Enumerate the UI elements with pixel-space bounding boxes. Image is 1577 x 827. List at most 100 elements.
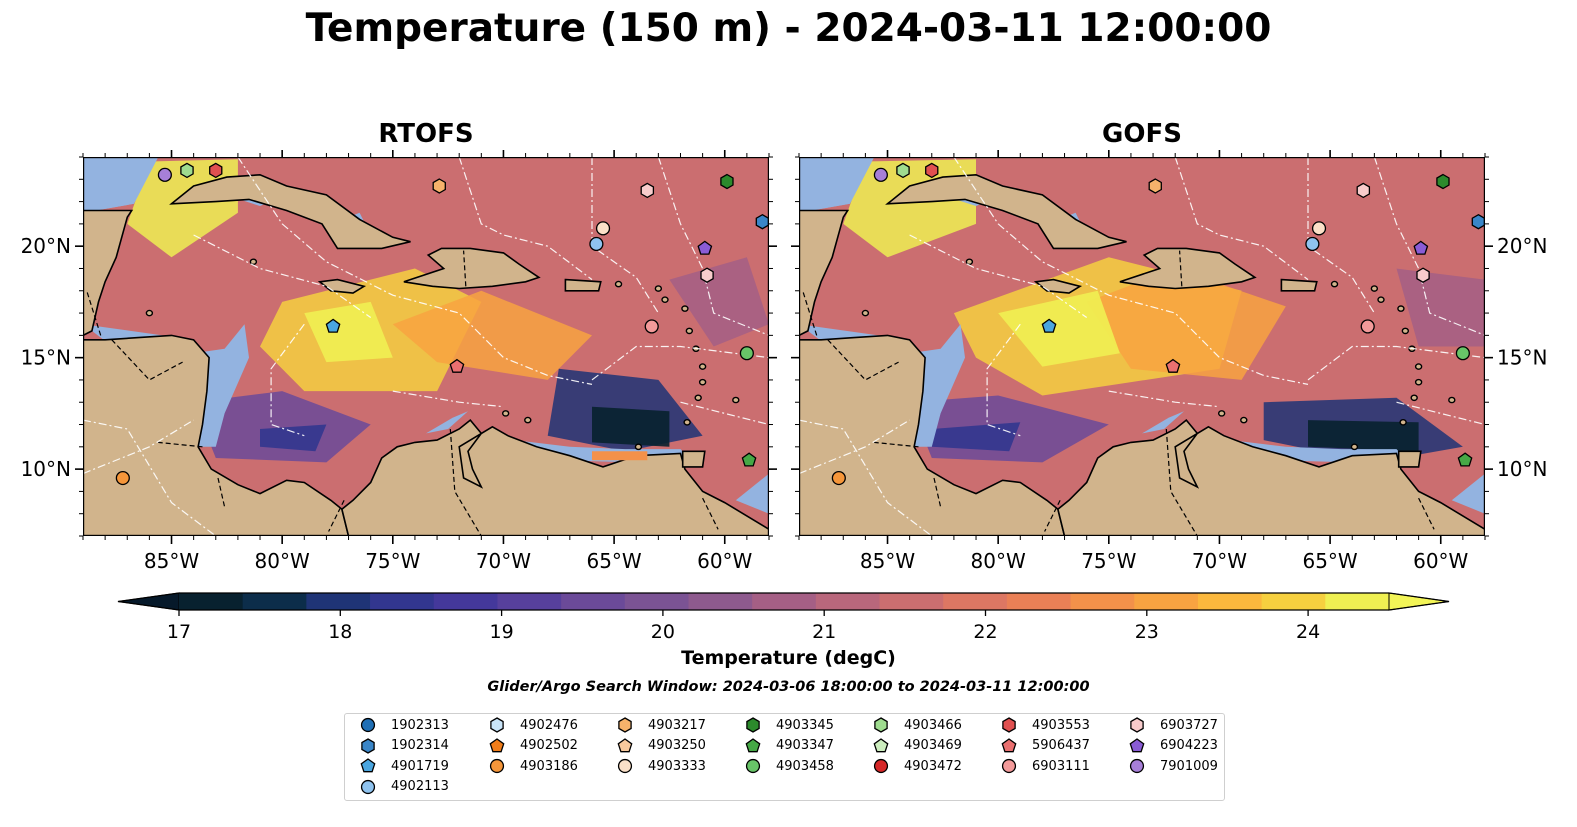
land-puertoRico: [1280, 278, 1318, 292]
float-marker-4901719: [1041, 318, 1057, 333]
hexagon-marker-icon: [1130, 717, 1144, 733]
lat-tick-label: 20°N: [1497, 234, 1547, 258]
legend-marker: [1001, 737, 1017, 752]
legend-marker: [361, 737, 375, 754]
land-trinidad: [1397, 450, 1422, 468]
hexagon-marker-icon: [618, 717, 632, 733]
temperature-region: [1396, 268, 1485, 347]
float-marker-6903727: [1416, 267, 1430, 283]
legend-item: 1902313: [359, 716, 449, 734]
float-marker-4903347: [1457, 452, 1473, 467]
legend-item: 6904223: [1128, 737, 1218, 755]
colorbar-segment: [433, 593, 498, 610]
map-gofs: [799, 157, 1485, 536]
colorbar-segment: [879, 593, 944, 610]
legend-label: 4903333: [648, 758, 706, 774]
pentagon-marker-icon: [1129, 737, 1145, 752]
legend-marker: [617, 758, 633, 774]
colorbar-segment: [943, 593, 1008, 610]
float-marker-6904223: [1413, 240, 1429, 255]
float-marker-4903466: [896, 162, 910, 179]
legend-marker: [490, 717, 504, 733]
legend-item: 6903727: [1128, 716, 1218, 734]
colorbar-tick-label: 21: [812, 621, 836, 643]
legend-label: 4903472: [904, 758, 962, 774]
legend-label: 4903553: [1032, 717, 1090, 733]
legend-marker: [1129, 737, 1145, 752]
float-marker-6903727: [700, 267, 714, 283]
legend-marker: [360, 717, 376, 733]
float-marker-6904223: [697, 240, 713, 255]
land-hispaniola: [403, 247, 541, 290]
legend-label: 5906437: [1032, 738, 1090, 753]
legend-marker: [489, 737, 505, 752]
colorbar-segment: [1070, 593, 1135, 610]
float-marker-4903186: [115, 470, 130, 486]
lat-tick-label: 15°N: [1497, 346, 1547, 370]
legend-marker: [873, 737, 889, 752]
lon-tick-label: 65°W: [1302, 549, 1357, 573]
legend-item: 4903217: [616, 716, 706, 734]
figure-title: Temperature (150 m) - 2024-03-11 12:00:0…: [305, 6, 1272, 51]
land-cuba: [885, 173, 1127, 250]
legend-marker: [746, 717, 760, 733]
legend-item: 4903553: [1000, 716, 1090, 734]
pentagon-marker-icon: [617, 737, 633, 752]
float-marker-6903111: [1360, 319, 1375, 334]
legend-item: 7901009: [1128, 757, 1218, 775]
lon-tick-label: 75°W: [1081, 549, 1136, 573]
legend-item: 4903250: [616, 737, 706, 755]
colorbar-segment: [370, 593, 435, 610]
float-marker-6903727: [640, 182, 655, 199]
lon-tick-label: 65°W: [586, 549, 641, 573]
lat-tick-label: 10°N: [21, 457, 71, 481]
lat-tick-label: 15°N: [21, 346, 71, 370]
colorbar: 17 18 19 20 21 22 23 24: [117, 592, 1450, 643]
legend-marker: [873, 758, 889, 774]
colorbar-segment: [242, 593, 307, 610]
legend-item: 4903333: [616, 757, 706, 775]
legend-label: 4903347: [776, 738, 834, 753]
map-rtofs: [83, 157, 769, 536]
colorbar-tick-label: 19: [490, 621, 514, 643]
float-marker-4901719: [325, 318, 341, 333]
panel-title-rtofs: RTOFS: [378, 119, 474, 149]
lon-tick-label: 60°W: [697, 549, 752, 573]
circle-marker-icon: [873, 758, 889, 774]
lon-tick-label: 70°W: [476, 549, 531, 573]
pentagon-marker-icon: [1001, 737, 1017, 752]
float-marker-6903727: [1356, 182, 1371, 199]
colorbar-segment: [688, 593, 753, 610]
land-southAmerica: [1057, 418, 1485, 536]
legend-item: 4902113: [359, 778, 449, 796]
colorbar-segment: [561, 593, 626, 610]
legend-item: 1902314: [359, 737, 449, 755]
land-cuba: [169, 173, 411, 250]
circle-marker-icon: [745, 758, 761, 774]
legend-item: 4903345: [744, 716, 834, 734]
legend-item: 4903469: [872, 737, 962, 755]
circle-marker-icon: [1129, 758, 1145, 774]
lon-tick-label: 85°W: [860, 549, 915, 573]
temperature-region: [1086, 268, 1286, 380]
colorbar-tick-label: 20: [651, 621, 675, 643]
circle-marker-icon: [489, 758, 505, 774]
land-hispaniola: [1119, 247, 1257, 290]
legend-marker: [1129, 758, 1145, 774]
float-marker-4903458: [739, 346, 754, 361]
float-marker-4903217: [1148, 178, 1162, 194]
legend-marker: [618, 717, 632, 733]
legend-item: 4903347: [744, 737, 834, 755]
float-legend: 1902313 1902314 4901719 4902113 4902476 49025…: [344, 713, 1225, 801]
legend-label: 4903469: [904, 738, 962, 753]
colorbar-segment: [306, 593, 371, 610]
pentagon-marker-icon: [489, 737, 505, 752]
colorbar-segment: [1261, 593, 1326, 610]
land-puertoRico: [564, 278, 602, 292]
float-marker-4903345: [720, 173, 734, 190]
lon-tick-label: 70°W: [1192, 549, 1247, 573]
hexagon-marker-icon: [874, 717, 888, 733]
colorbar-tick-label: 17: [167, 621, 191, 643]
pentagon-marker-icon: [360, 758, 376, 773]
float-marker-4903217: [432, 178, 446, 194]
